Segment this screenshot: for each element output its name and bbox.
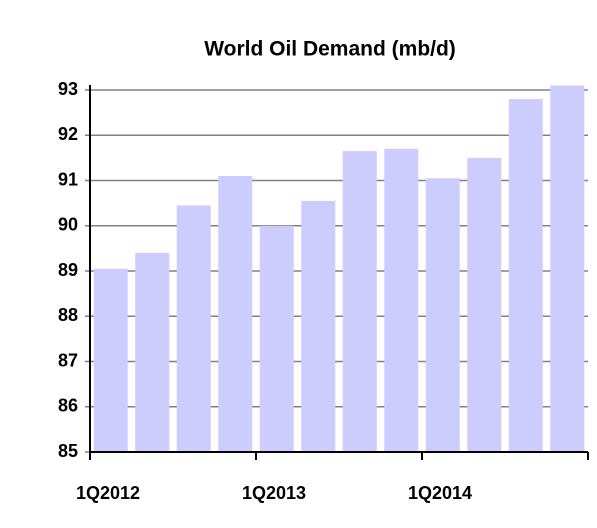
y-tick-label: 86 (58, 396, 78, 416)
x-tick-label: 1Q2013 (242, 483, 306, 503)
bar (218, 175, 253, 452)
bar (259, 225, 294, 452)
bar (550, 85, 585, 452)
bar (135, 252, 170, 452)
y-tick-label: 89 (58, 260, 78, 280)
y-tick-label: 88 (58, 305, 78, 325)
y-tick-label: 91 (58, 169, 78, 189)
bar (342, 151, 377, 452)
x-tick-label: 1Q2012 (76, 483, 140, 503)
bar (384, 148, 419, 452)
bar (176, 205, 211, 452)
y-tick-label: 87 (58, 350, 78, 370)
y-tick-label: 93 (58, 79, 78, 99)
y-tick-label: 85 (58, 441, 78, 461)
bar (301, 200, 336, 452)
bar (93, 268, 128, 452)
chart-title: World Oil Demand (mb/d) (204, 38, 456, 61)
bar (467, 157, 502, 452)
bar (425, 178, 460, 453)
y-tick-label: 92 (58, 124, 78, 144)
x-tick-label: 1Q2014 (408, 483, 472, 503)
y-tick-label: 90 (58, 215, 78, 235)
bar (508, 99, 543, 453)
